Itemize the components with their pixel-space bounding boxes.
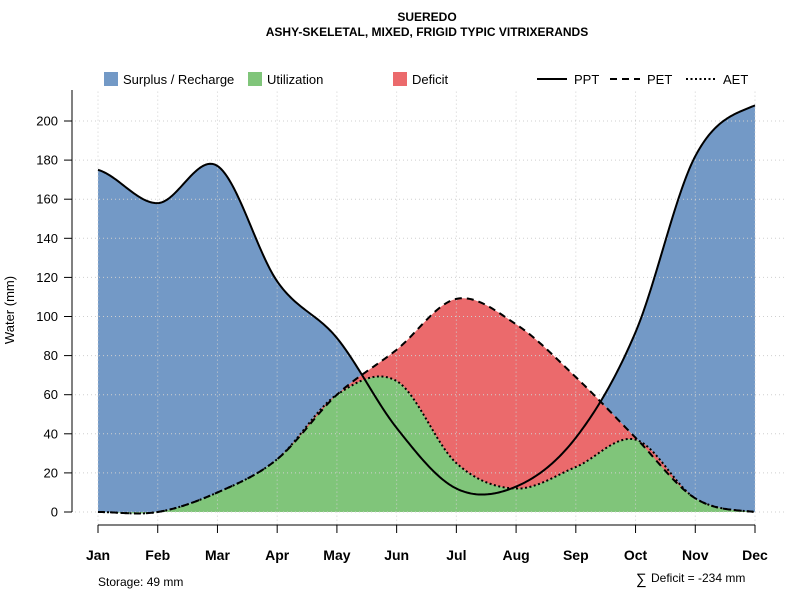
x-tick-label-jun: Jun	[384, 547, 409, 563]
y-tick-label: 0	[51, 505, 58, 520]
legend-label-1: Utilization	[267, 72, 323, 87]
plot-area	[75, 91, 785, 525]
x-tick-label-apr: Apr	[265, 547, 290, 563]
y-tick-label: 20	[44, 465, 58, 480]
chart-subtitle: ASHY-SKELETAL, MIXED, FRIGID TYPIC VITRI…	[266, 25, 588, 39]
legend-swatch-0	[104, 72, 118, 86]
x-tick-label-may: May	[323, 547, 350, 563]
legend-swatch-1	[248, 72, 262, 86]
legend-label-pet: PET	[647, 72, 672, 87]
x-tick-label-sep: Sep	[563, 547, 589, 563]
series-line-pet	[97, 297, 756, 515]
x-tick-label-feb: Feb	[145, 547, 170, 563]
y-tick-label: 180	[36, 153, 58, 168]
series-line-ppt	[97, 104, 756, 496]
y-axis-label: Water (mm)	[2, 276, 17, 344]
y-tick-label: 60	[44, 387, 58, 402]
x-tick-label-oct: Oct	[624, 547, 648, 563]
legend-label-0: Surplus / Recharge	[123, 72, 234, 87]
y-tick-label: 200	[36, 114, 58, 129]
legend-label-aet: AET	[723, 72, 748, 87]
y-tick-label: 40	[44, 426, 58, 441]
y-tick-label: 80	[44, 348, 58, 363]
surplus-recharge-area	[98, 105, 755, 514]
chart-title: SUEREDO	[397, 10, 456, 24]
x-axis: Jan Feb Mar Apr May Jun Jul Aug Sep Oct Nov Dec	[86, 524, 768, 563]
storage-note: Storage: 49 mm	[98, 575, 183, 589]
deficit-sum-symbol: ∑	[636, 571, 647, 588]
utilization-area	[98, 376, 755, 514]
x-tick-label-jul: Jul	[446, 547, 466, 563]
legend-label-ppt: PPT	[574, 72, 599, 87]
y-tick-label: 160	[36, 192, 58, 207]
x-tick-label-dec: Dec	[742, 547, 768, 563]
y-axis: 0 20 40 60 80 100 120 140 160 180 200	[36, 90, 73, 520]
x-tick-label-jan: Jan	[86, 547, 110, 563]
legend-swatch-2	[393, 72, 407, 86]
x-tick-label-aug: Aug	[502, 547, 529, 563]
grid	[75, 91, 785, 525]
legend: Surplus / Recharge Utilization Deficit PPT P…	[104, 72, 748, 87]
deficit-note: Deficit = -234 mm	[651, 571, 745, 585]
deficit-area	[98, 298, 755, 514]
y-tick-label: 100	[36, 309, 58, 324]
x-tick-label-nov: Nov	[682, 547, 709, 563]
y-tick-label: 120	[36, 270, 58, 285]
x-tick-label-mar: Mar	[205, 547, 230, 563]
y-tick-label: 140	[36, 231, 58, 246]
legend-label-2: Deficit	[412, 72, 449, 87]
